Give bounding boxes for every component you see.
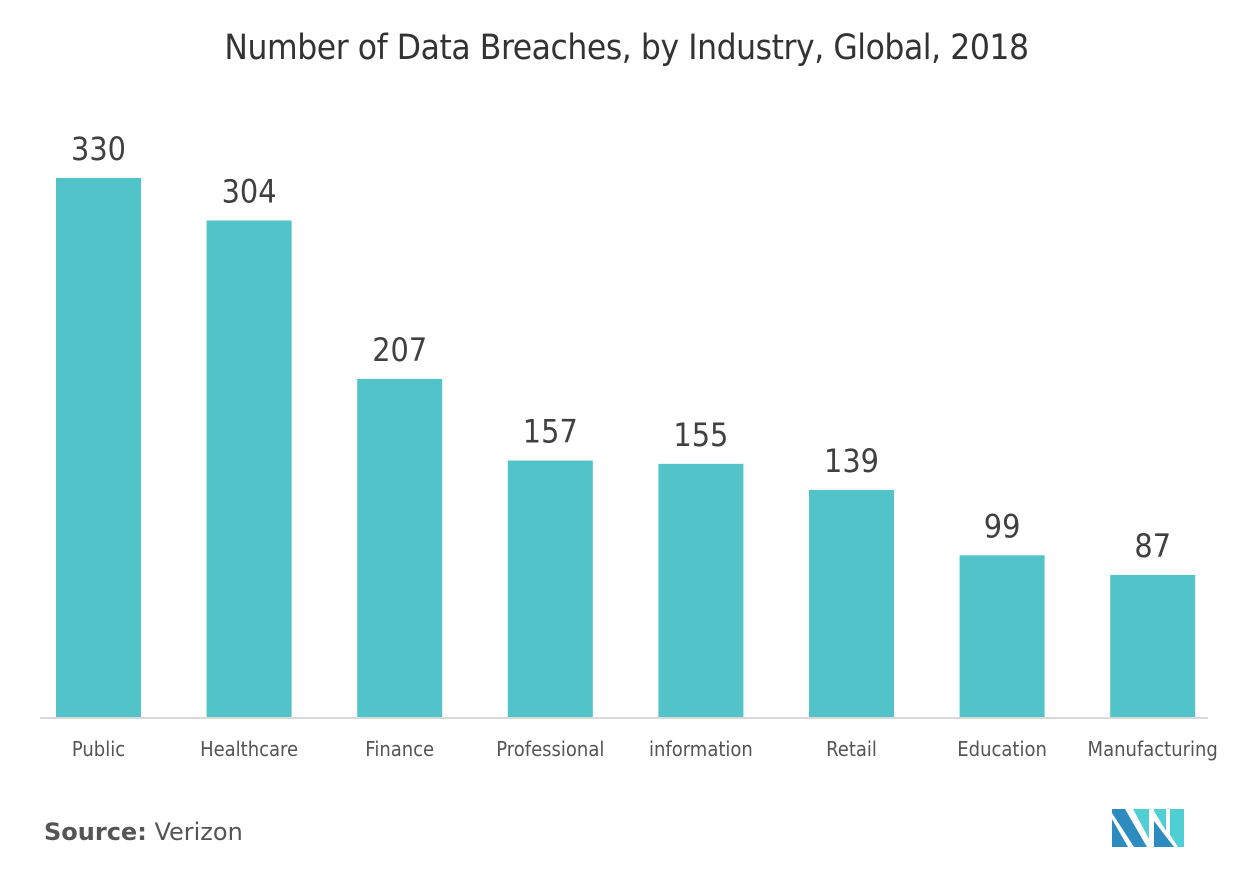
x-tick-label: Finance <box>365 738 434 761</box>
bar-chart: 330 304 207 157 155 139 99 87 Public Healthcare F… <box>40 132 1218 761</box>
bar-healthcare <box>206 220 292 717</box>
data-labels-group: 330 304 207 157 155 139 99 87 <box>71 132 1171 566</box>
source-label: Source: <box>44 818 147 846</box>
chart-title: Number of Data Breaches, by Industry, Gl… <box>224 28 1029 68</box>
logo-dark-slant <box>1112 819 1128 847</box>
brand-logo <box>1112 809 1184 847</box>
source-value: Verizon <box>154 818 243 846</box>
x-tick-label: Healthcare <box>200 738 298 761</box>
bar-manufacturing <box>1110 574 1196 717</box>
bar-public <box>56 178 141 717</box>
x-tick-label: Retail <box>826 738 877 761</box>
bar-retail <box>809 489 894 717</box>
x-tick-labels-group: Public Healthcare Finance Professional infor… <box>72 738 1218 761</box>
source-note: Source: Verizon <box>44 818 243 846</box>
data-label: 207 <box>372 333 427 370</box>
bar-professional <box>507 460 593 717</box>
bar-education <box>959 555 1045 717</box>
data-label: 87 <box>1134 529 1171 566</box>
logo-light-mid <box>1133 809 1149 839</box>
x-tick-label: information <box>649 738 753 761</box>
x-tick-label: Professional <box>496 738 604 761</box>
logo-light-far <box>1170 809 1184 847</box>
data-label: 330 <box>71 132 126 169</box>
data-label: 139 <box>824 444 879 481</box>
data-label: 99 <box>984 509 1021 546</box>
data-label: 157 <box>523 414 578 451</box>
x-tick-label: Public <box>72 738 125 761</box>
bars-group <box>56 178 1196 717</box>
logo-light-right <box>1154 809 1166 831</box>
data-label: 155 <box>673 417 728 454</box>
logo-dark-right <box>1154 821 1174 847</box>
bar-information <box>658 463 744 717</box>
bar-finance <box>357 378 443 717</box>
x-tick-label: Manufacturing <box>1088 738 1218 761</box>
logo-dark-left <box>1112 809 1147 847</box>
data-label: 304 <box>222 174 277 211</box>
x-tick-label: Education <box>957 738 1047 761</box>
